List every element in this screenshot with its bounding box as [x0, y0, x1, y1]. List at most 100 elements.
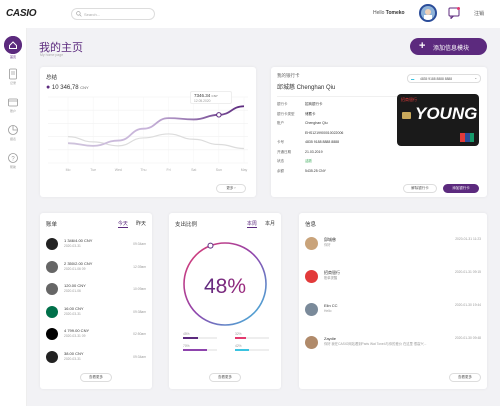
greeting-text: Hello [373, 10, 385, 16]
summary-more-label: 更多 [226, 186, 234, 190]
ring-track [183, 242, 267, 326]
bank-field-key: 卡号 [277, 140, 284, 144]
transaction-row[interactable]: 2 350/2.00 CNY 2020-01-06 09 12:39am [46, 258, 146, 286]
spending-bar-fill [235, 337, 246, 339]
bank-field-value: 储蓄卡 [305, 111, 316, 116]
sidebar-item-records[interactable]: 记录 [4, 68, 22, 92]
tab-month[interactable]: 本月 [264, 221, 275, 227]
tab-yesterday[interactable]: 昨天 [135, 221, 146, 227]
bank-field-key: 余额 [277, 168, 284, 173]
sidebar-item-help[interactable]: ? 帮助 [4, 152, 22, 176]
x-tick-label: Mo [66, 168, 71, 172]
summary-card: 总结 ● 10 346,78 CNY Mo Tue Wed Thu Fri Sat Sun M… [40, 67, 256, 197]
card-chip-icon [402, 112, 411, 119]
summary-total: ● 10 346,78 CNY [46, 84, 89, 91]
transaction-amount: 16.00 CNY [64, 305, 84, 311]
x-tick-label: Wed [115, 168, 122, 172]
spending-bar-track [235, 349, 269, 351]
messages-more-button[interactable]: 查看更多 [449, 373, 481, 382]
summary-total-value: 10 346,78 [51, 85, 79, 91]
message-text: 你好 [324, 243, 331, 247]
bank-field-value: 5435.25 CNY [305, 168, 327, 173]
tab-week[interactable]: 本周 [246, 221, 257, 228]
sidebar-item-label: 报表 [9, 137, 16, 141]
message-row[interactable]: Elin CC Hello 2020-01-30 19:44 [305, 301, 481, 333]
spending-bar-fill [183, 349, 207, 351]
app-logo[interactable]: CASIO [6, 8, 37, 19]
message-row[interactable]: 邱城慈 你好 2020-01-31 11:23 [305, 235, 481, 267]
spending-bar-fill [183, 337, 199, 339]
summary-title: 总结 [46, 75, 58, 81]
bank-field-key: 银行卡 [277, 102, 288, 106]
message-row[interactable]: 招商银行 账单提醒 2020-01-31 09:15 [305, 268, 481, 300]
transaction-row[interactable]: 120.00 CNY 2020-01-06 10:09am [46, 280, 146, 308]
spending-bar-label: 32% [235, 332, 242, 336]
spending-more-button[interactable]: 查看更多 [209, 373, 241, 382]
avatar [305, 303, 318, 316]
transactions-title: 账单 [46, 222, 58, 228]
spending-tabs: 本周 本月 [240, 220, 275, 228]
transactions-card: 账单 今天 昨天 1 346/4.00 CNY 2020-03-31 09:34am… [40, 213, 152, 389]
pie-chart-icon [8, 125, 18, 135]
spending-ring-chart: 48% [183, 242, 267, 326]
card-holder: 邱城慈 Chenghan Qiu [277, 85, 336, 91]
casio-logo-icon [46, 238, 58, 250]
transaction-row[interactable]: 16.00 CNY 2020-03-31 09:38am [46, 303, 146, 331]
bank-field-value: 活跃 [305, 159, 312, 163]
x-tick-label: Sat [191, 168, 196, 172]
adidas-logo-icon [46, 328, 58, 340]
transaction-time: 02:50am [133, 332, 146, 336]
series-line [67, 105, 245, 147]
bank-card-label: 我的银行卡 [277, 73, 300, 78]
message-icon[interactable] [448, 7, 460, 19]
transaction-time: 09:34am [133, 242, 146, 246]
transaction-time: 09:38am [133, 309, 146, 314]
bank-field-value: EHS1219900010022006 [305, 130, 344, 135]
messages-card: 信息 邱城慈 你好 2020-01-31 11:23 招商银行 账单提醒 2020-01-… [299, 213, 487, 389]
ring-knob[interactable] [207, 242, 214, 249]
sidebar-item-accounts[interactable]: 账户 [4, 96, 22, 120]
message-row[interactable]: Zaydie 你好 我在CASIO网站看到Paris Wat Tone4与你的差价… [305, 334, 481, 366]
search-icon [76, 11, 82, 17]
card-selector[interactable]: ▬ 4835 9188 8888 8888 ⌄ [407, 74, 481, 83]
highlight-point[interactable] [216, 112, 222, 118]
sidebar-item-reports[interactable]: 报表 [4, 124, 22, 148]
message-date: 2020-01-30 09:48 [454, 336, 481, 340]
tab-today[interactable]: 今天 [117, 221, 128, 228]
message-text: 账单提醒 [324, 276, 338, 280]
add-card-button[interactable]: 添加银行卡 [443, 184, 479, 193]
transaction-row[interactable]: 38.00 CNY 2020-03-31 09:34am [46, 348, 146, 376]
spending-bar-fill [235, 349, 250, 351]
spending-card: 支出比例 本周 本月 48% 45% 32% 70% 42% 查看更多 [169, 213, 281, 389]
transaction-time: 12:39am [133, 264, 146, 269]
message-sender: Elin CC [324, 303, 338, 308]
transaction-row[interactable]: 1 346/4.00 CNY 2020-03-31 09:34am [46, 235, 146, 263]
spending-bar-label: 45% [183, 332, 190, 336]
message-date: 2020-01-31 09:15 [454, 270, 481, 274]
avatar [305, 270, 318, 283]
transaction-amount: 120.00 CNY [64, 283, 86, 288]
series-line [67, 133, 245, 150]
search-placeholder: Search... [84, 12, 101, 17]
transactions-tabs: 今天 昨天 [111, 220, 146, 228]
transactions-more-button[interactable]: 查看更多 [80, 373, 112, 382]
sidebar-item-home[interactable]: 首页 [4, 36, 22, 60]
card-selector-number: 4835 9188 8888 8888 [420, 77, 453, 81]
greeting: Hello Tomeko [373, 10, 405, 16]
transaction-row[interactable]: 4 799.00 CNY 2020-03-31 09 02:50am [46, 325, 146, 353]
transaction-amount: 38.00 CNY [64, 350, 84, 356]
transaction-note: 2020-01-06 09 [64, 266, 86, 271]
avatar[interactable] [419, 4, 437, 22]
add-module-label: 添加信息模块 [433, 46, 470, 52]
message-text: Hello [324, 309, 332, 313]
card-young-text: YOUNG [415, 104, 478, 123]
summary-more-button[interactable]: 更多 › [216, 184, 246, 193]
message-sender: 招商银行 [324, 270, 340, 275]
remove-card-button[interactable]: 解除银行卡 [403, 184, 437, 193]
search-input[interactable]: Search... [71, 8, 155, 20]
message-text: 你好 我在CASIO网站看到Paris Wat Tone4与你的差价 在这里 很… [324, 342, 427, 346]
logout-link[interactable]: 注销 [474, 11, 485, 17]
transaction-note: 2020-03-31 [64, 356, 81, 361]
add-module-button[interactable]: + 添加信息模块 [410, 38, 487, 55]
top-bar: CASIO Search... Hello Tomeko 注销 [0, 0, 500, 28]
